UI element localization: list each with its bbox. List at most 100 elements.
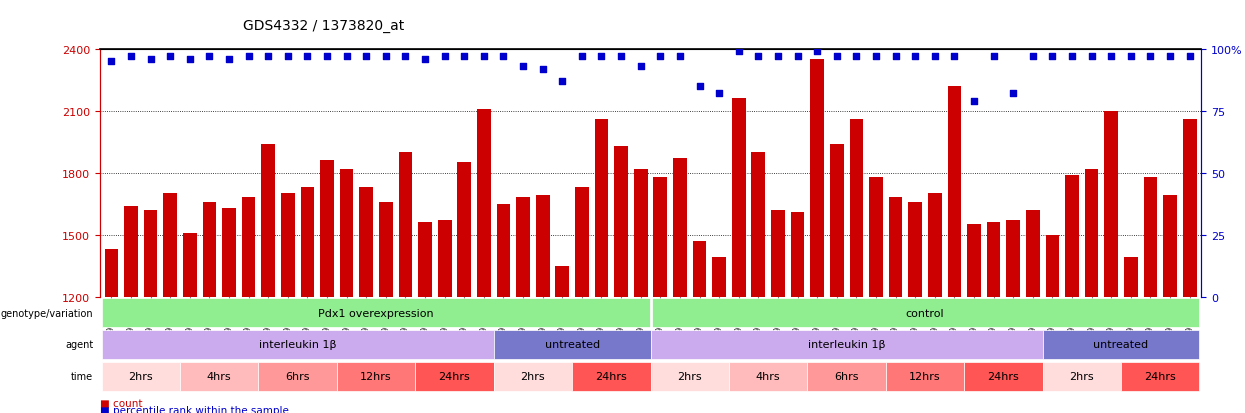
FancyBboxPatch shape	[337, 362, 416, 391]
Bar	[634, 169, 647, 413]
Point	[553, 78, 573, 85]
Point	[611, 54, 631, 60]
Bar	[830, 145, 844, 413]
Point	[179, 56, 199, 63]
FancyBboxPatch shape	[651, 299, 1199, 327]
Bar	[360, 188, 373, 413]
Text: untreated: untreated	[1093, 339, 1149, 350]
Point	[199, 54, 219, 60]
Text: GDS4332 / 1373820_at: GDS4332 / 1373820_at	[243, 19, 405, 33]
Point	[1120, 54, 1140, 60]
FancyBboxPatch shape	[181, 362, 259, 391]
Text: 4hrs: 4hrs	[756, 371, 781, 382]
Bar	[535, 196, 549, 413]
Point	[513, 64, 533, 70]
Text: 2hrs: 2hrs	[1069, 371, 1094, 382]
Bar	[1084, 169, 1098, 413]
FancyBboxPatch shape	[416, 362, 494, 391]
FancyBboxPatch shape	[807, 362, 885, 391]
Bar	[222, 208, 235, 413]
Bar	[281, 194, 295, 413]
Bar	[889, 198, 903, 413]
FancyBboxPatch shape	[885, 362, 964, 391]
Point	[1003, 91, 1023, 97]
Point	[474, 54, 494, 60]
Point	[1042, 54, 1062, 60]
Point	[885, 54, 905, 60]
Text: interleukin 1β: interleukin 1β	[808, 339, 885, 350]
Bar	[692, 241, 706, 413]
Bar	[124, 206, 138, 413]
Bar	[928, 194, 941, 413]
Bar	[595, 120, 609, 413]
Text: 2hrs: 2hrs	[128, 371, 153, 382]
Bar	[203, 202, 217, 413]
FancyBboxPatch shape	[651, 330, 1042, 359]
Text: interleukin 1β: interleukin 1β	[259, 339, 336, 350]
Point	[728, 49, 748, 55]
Bar	[712, 258, 726, 413]
Bar	[555, 266, 569, 413]
Text: ■ count: ■ count	[100, 398, 142, 408]
Point	[336, 54, 356, 60]
Bar	[674, 159, 687, 413]
FancyBboxPatch shape	[728, 362, 807, 391]
Point	[631, 64, 651, 70]
Bar	[183, 233, 197, 413]
FancyBboxPatch shape	[259, 362, 337, 391]
Bar	[517, 198, 530, 413]
Text: 24hrs: 24hrs	[438, 371, 471, 382]
Bar	[1124, 258, 1138, 413]
Bar	[497, 204, 510, 413]
Bar	[791, 212, 804, 413]
FancyBboxPatch shape	[494, 362, 573, 391]
Bar	[398, 153, 412, 413]
Text: 12hrs: 12hrs	[360, 371, 392, 382]
Point	[1082, 54, 1102, 60]
Point	[827, 54, 847, 60]
Bar	[418, 223, 432, 413]
Point	[1062, 54, 1082, 60]
Text: untreated: untreated	[544, 339, 600, 350]
Point	[258, 54, 278, 60]
Bar	[967, 225, 981, 413]
Point	[591, 54, 611, 60]
Point	[571, 54, 591, 60]
Bar	[242, 198, 255, 413]
Bar	[1006, 221, 1020, 413]
Point	[768, 54, 788, 60]
Point	[1160, 54, 1180, 60]
Bar	[261, 145, 275, 413]
FancyBboxPatch shape	[494, 330, 651, 359]
Point	[376, 54, 396, 60]
Bar	[1026, 210, 1040, 413]
Point	[161, 54, 181, 60]
FancyBboxPatch shape	[102, 330, 494, 359]
Text: agent: agent	[65, 339, 93, 350]
Bar	[457, 163, 471, 413]
Point	[964, 98, 984, 105]
Point	[1140, 54, 1160, 60]
Point	[670, 54, 690, 60]
Bar	[340, 169, 354, 413]
Point	[1102, 54, 1122, 60]
Text: control: control	[905, 308, 944, 318]
Bar	[752, 153, 766, 413]
FancyBboxPatch shape	[1042, 330, 1199, 359]
Point	[847, 54, 867, 60]
Bar	[947, 87, 961, 413]
Point	[317, 54, 337, 60]
Bar	[771, 210, 784, 413]
Point	[396, 54, 416, 60]
Text: Pdx1 overexpression: Pdx1 overexpression	[319, 308, 433, 318]
FancyBboxPatch shape	[651, 362, 728, 391]
FancyBboxPatch shape	[573, 362, 651, 391]
Text: 4hrs: 4hrs	[207, 371, 232, 382]
Point	[435, 54, 454, 60]
Point	[219, 56, 239, 63]
Bar	[1183, 120, 1196, 413]
FancyBboxPatch shape	[1042, 362, 1121, 391]
Bar	[987, 223, 1001, 413]
Point	[807, 49, 827, 55]
Text: 6hrs: 6hrs	[834, 371, 859, 382]
